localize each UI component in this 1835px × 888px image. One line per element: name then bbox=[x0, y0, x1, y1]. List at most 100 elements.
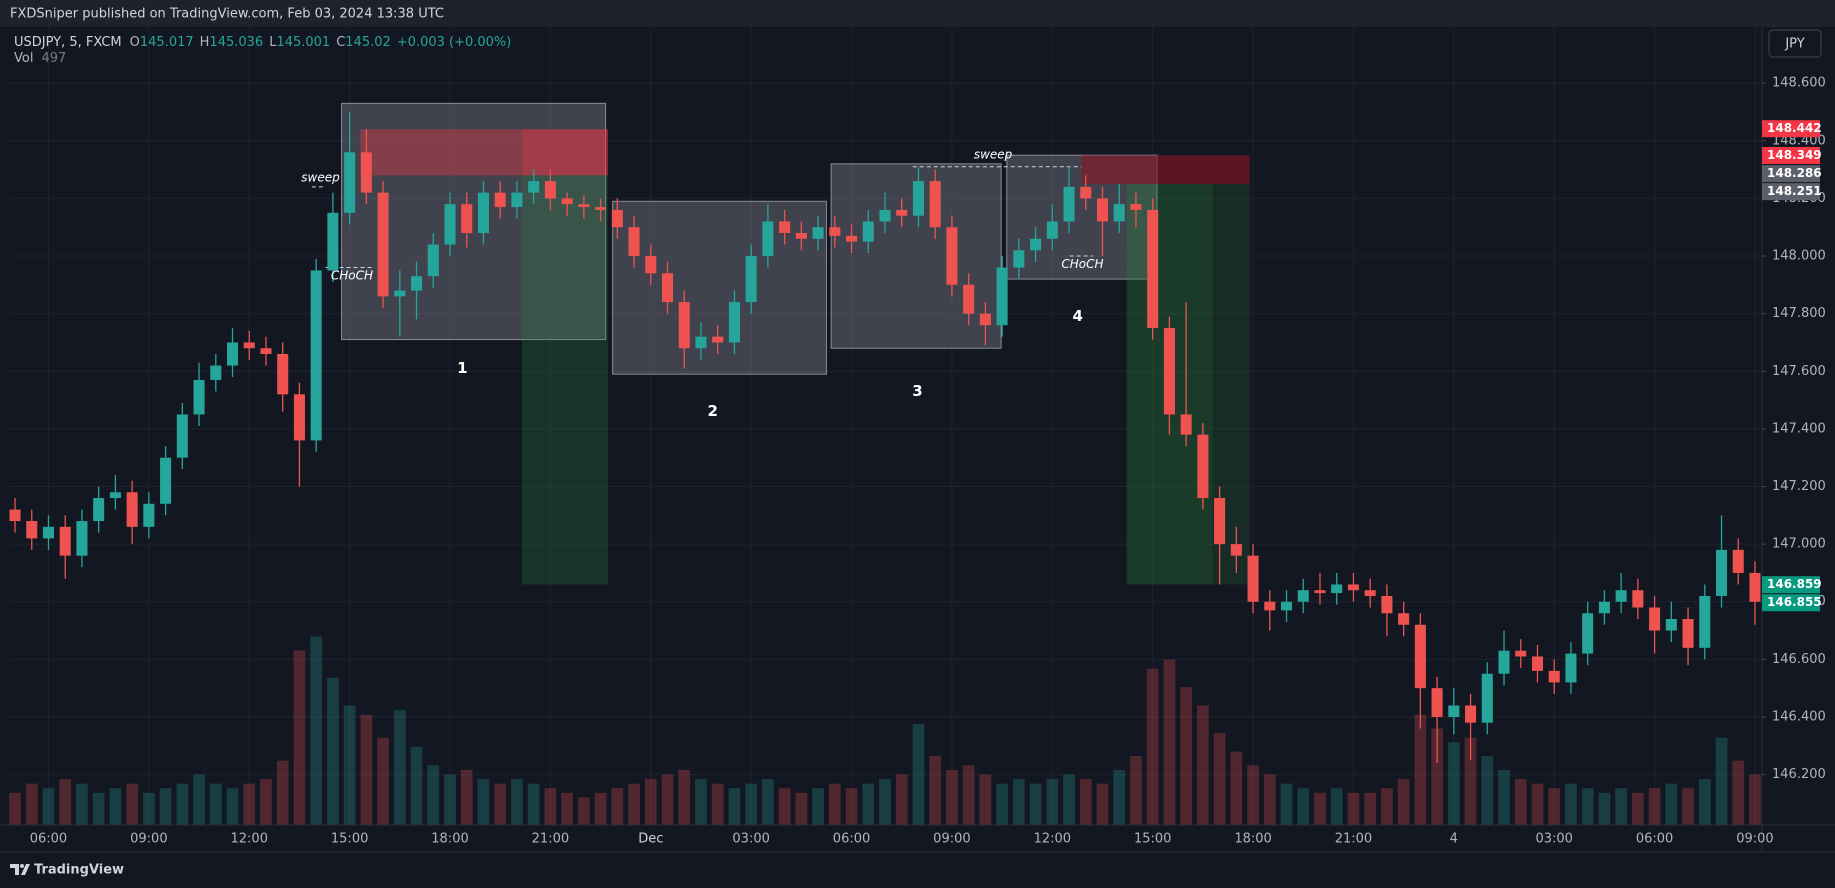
volume-bar bbox=[42, 788, 55, 825]
legend-value: 145.017 bbox=[140, 35, 194, 50]
x-tick-label: 18:00 bbox=[1234, 832, 1271, 847]
volume-bar bbox=[678, 769, 691, 825]
volume-bar bbox=[1381, 788, 1393, 825]
candle-body bbox=[1465, 705, 1477, 723]
volume-bar bbox=[176, 783, 189, 825]
candle-body bbox=[996, 267, 1008, 326]
y-tick-label: 146.600 bbox=[1772, 652, 1826, 667]
volume-bar bbox=[343, 705, 356, 825]
volume-bar bbox=[159, 788, 172, 825]
candle-body bbox=[745, 256, 757, 303]
publisher: FXDSniper published on TradingView.com, … bbox=[10, 7, 444, 22]
volume-bar bbox=[1648, 788, 1661, 825]
volume-bar bbox=[544, 788, 557, 825]
candle-body bbox=[1080, 186, 1092, 199]
x-tick-label: Dec bbox=[638, 832, 663, 847]
legend: USDJPY, 5, FXCM O145.017 H145.036 L145.001 C… bbox=[14, 35, 511, 50]
volume-bar bbox=[711, 783, 724, 825]
x-tick-label: 18:00 bbox=[431, 832, 468, 847]
candle-body bbox=[293, 394, 305, 441]
zone bbox=[360, 129, 522, 176]
y-tick-label: 148.000 bbox=[1772, 249, 1826, 264]
volume-bar bbox=[594, 792, 607, 825]
currency-button[interactable] bbox=[1768, 29, 1822, 58]
volume-bar bbox=[9, 792, 21, 825]
price-tag bbox=[1762, 146, 1820, 164]
volume-bar bbox=[1531, 783, 1544, 825]
candle-body bbox=[661, 273, 674, 303]
price-tag-label: 148.442 bbox=[1767, 121, 1822, 135]
volume-bar bbox=[1063, 774, 1075, 825]
volume-bar bbox=[1046, 779, 1059, 825]
volume-bar bbox=[644, 779, 657, 825]
volume-bar bbox=[25, 783, 38, 825]
volume-bar bbox=[143, 792, 155, 825]
volume-bar bbox=[929, 756, 942, 825]
x-tick-label: 06:00 bbox=[1636, 832, 1673, 847]
volume-bar bbox=[1732, 760, 1745, 825]
candle-body bbox=[1331, 584, 1343, 594]
volume-bar bbox=[1447, 742, 1460, 825]
volume-bar bbox=[1263, 774, 1276, 825]
candle-body bbox=[394, 290, 406, 297]
candle-body bbox=[461, 204, 473, 233]
candle-body bbox=[477, 192, 489, 233]
volume-bar bbox=[1247, 765, 1259, 825]
price-tag-label: 148.349 bbox=[1767, 148, 1822, 162]
x-tick-label: 09:00 bbox=[130, 832, 167, 847]
candle-body bbox=[1130, 204, 1142, 210]
candle-body bbox=[143, 503, 155, 527]
volume-bar bbox=[1565, 783, 1577, 825]
y-tick-label: 146.400 bbox=[1772, 709, 1826, 724]
candle-body bbox=[1498, 650, 1510, 674]
candle-body bbox=[260, 348, 272, 354]
annotation: CHoCH bbox=[331, 269, 373, 283]
candle-body bbox=[377, 192, 389, 297]
volume-bar bbox=[795, 792, 808, 825]
candle-body bbox=[327, 212, 339, 271]
volume-bar bbox=[393, 710, 406, 825]
candle-body bbox=[411, 276, 423, 291]
candle-body bbox=[1749, 572, 1761, 602]
x-tick-label: 15:00 bbox=[331, 832, 368, 847]
volume-bar bbox=[427, 765, 440, 825]
candle-body bbox=[160, 457, 172, 504]
volume-bar bbox=[1297, 788, 1310, 825]
candle-body bbox=[126, 492, 138, 527]
candle-body bbox=[979, 313, 991, 326]
candle-body bbox=[1264, 601, 1276, 611]
annotation: 4 bbox=[1073, 307, 1083, 325]
volume-bar bbox=[92, 792, 105, 825]
volume-bar bbox=[209, 783, 222, 825]
candle-body bbox=[595, 207, 607, 210]
candle-body bbox=[1715, 549, 1728, 596]
candle-body bbox=[1732, 549, 1744, 573]
candle-body bbox=[1414, 624, 1426, 689]
candle-body bbox=[879, 209, 891, 222]
candle-body bbox=[812, 227, 824, 239]
candle-body bbox=[578, 204, 590, 208]
y-tick-label: 147.800 bbox=[1772, 306, 1826, 321]
currency[interactable]: JPY bbox=[1784, 37, 1804, 52]
candle-body bbox=[1096, 198, 1109, 222]
volume-bar bbox=[276, 760, 289, 825]
candle-body bbox=[1247, 555, 1259, 602]
candle-body bbox=[1281, 601, 1293, 611]
candle-body bbox=[42, 526, 55, 539]
brand: TradingView bbox=[34, 863, 124, 878]
y-tick-label: 146.200 bbox=[1772, 767, 1826, 782]
price-tag-label: 148.251 bbox=[1767, 184, 1822, 198]
volume-bar bbox=[1347, 792, 1360, 825]
candle-body bbox=[176, 414, 188, 458]
volume-bar bbox=[962, 765, 975, 825]
volume-bar bbox=[979, 774, 992, 825]
volume-bar bbox=[946, 769, 958, 825]
volume-bar bbox=[1314, 792, 1326, 825]
plot-area: 1 2 3 4 sweep sweep CHoCH CHoCH bbox=[9, 27, 1762, 825]
candle-body bbox=[678, 302, 690, 349]
volume-bar bbox=[1079, 779, 1092, 825]
volume-label: Vol bbox=[14, 51, 33, 66]
candle-body bbox=[1163, 328, 1175, 415]
y-tick-label: 147.400 bbox=[1772, 421, 1826, 436]
